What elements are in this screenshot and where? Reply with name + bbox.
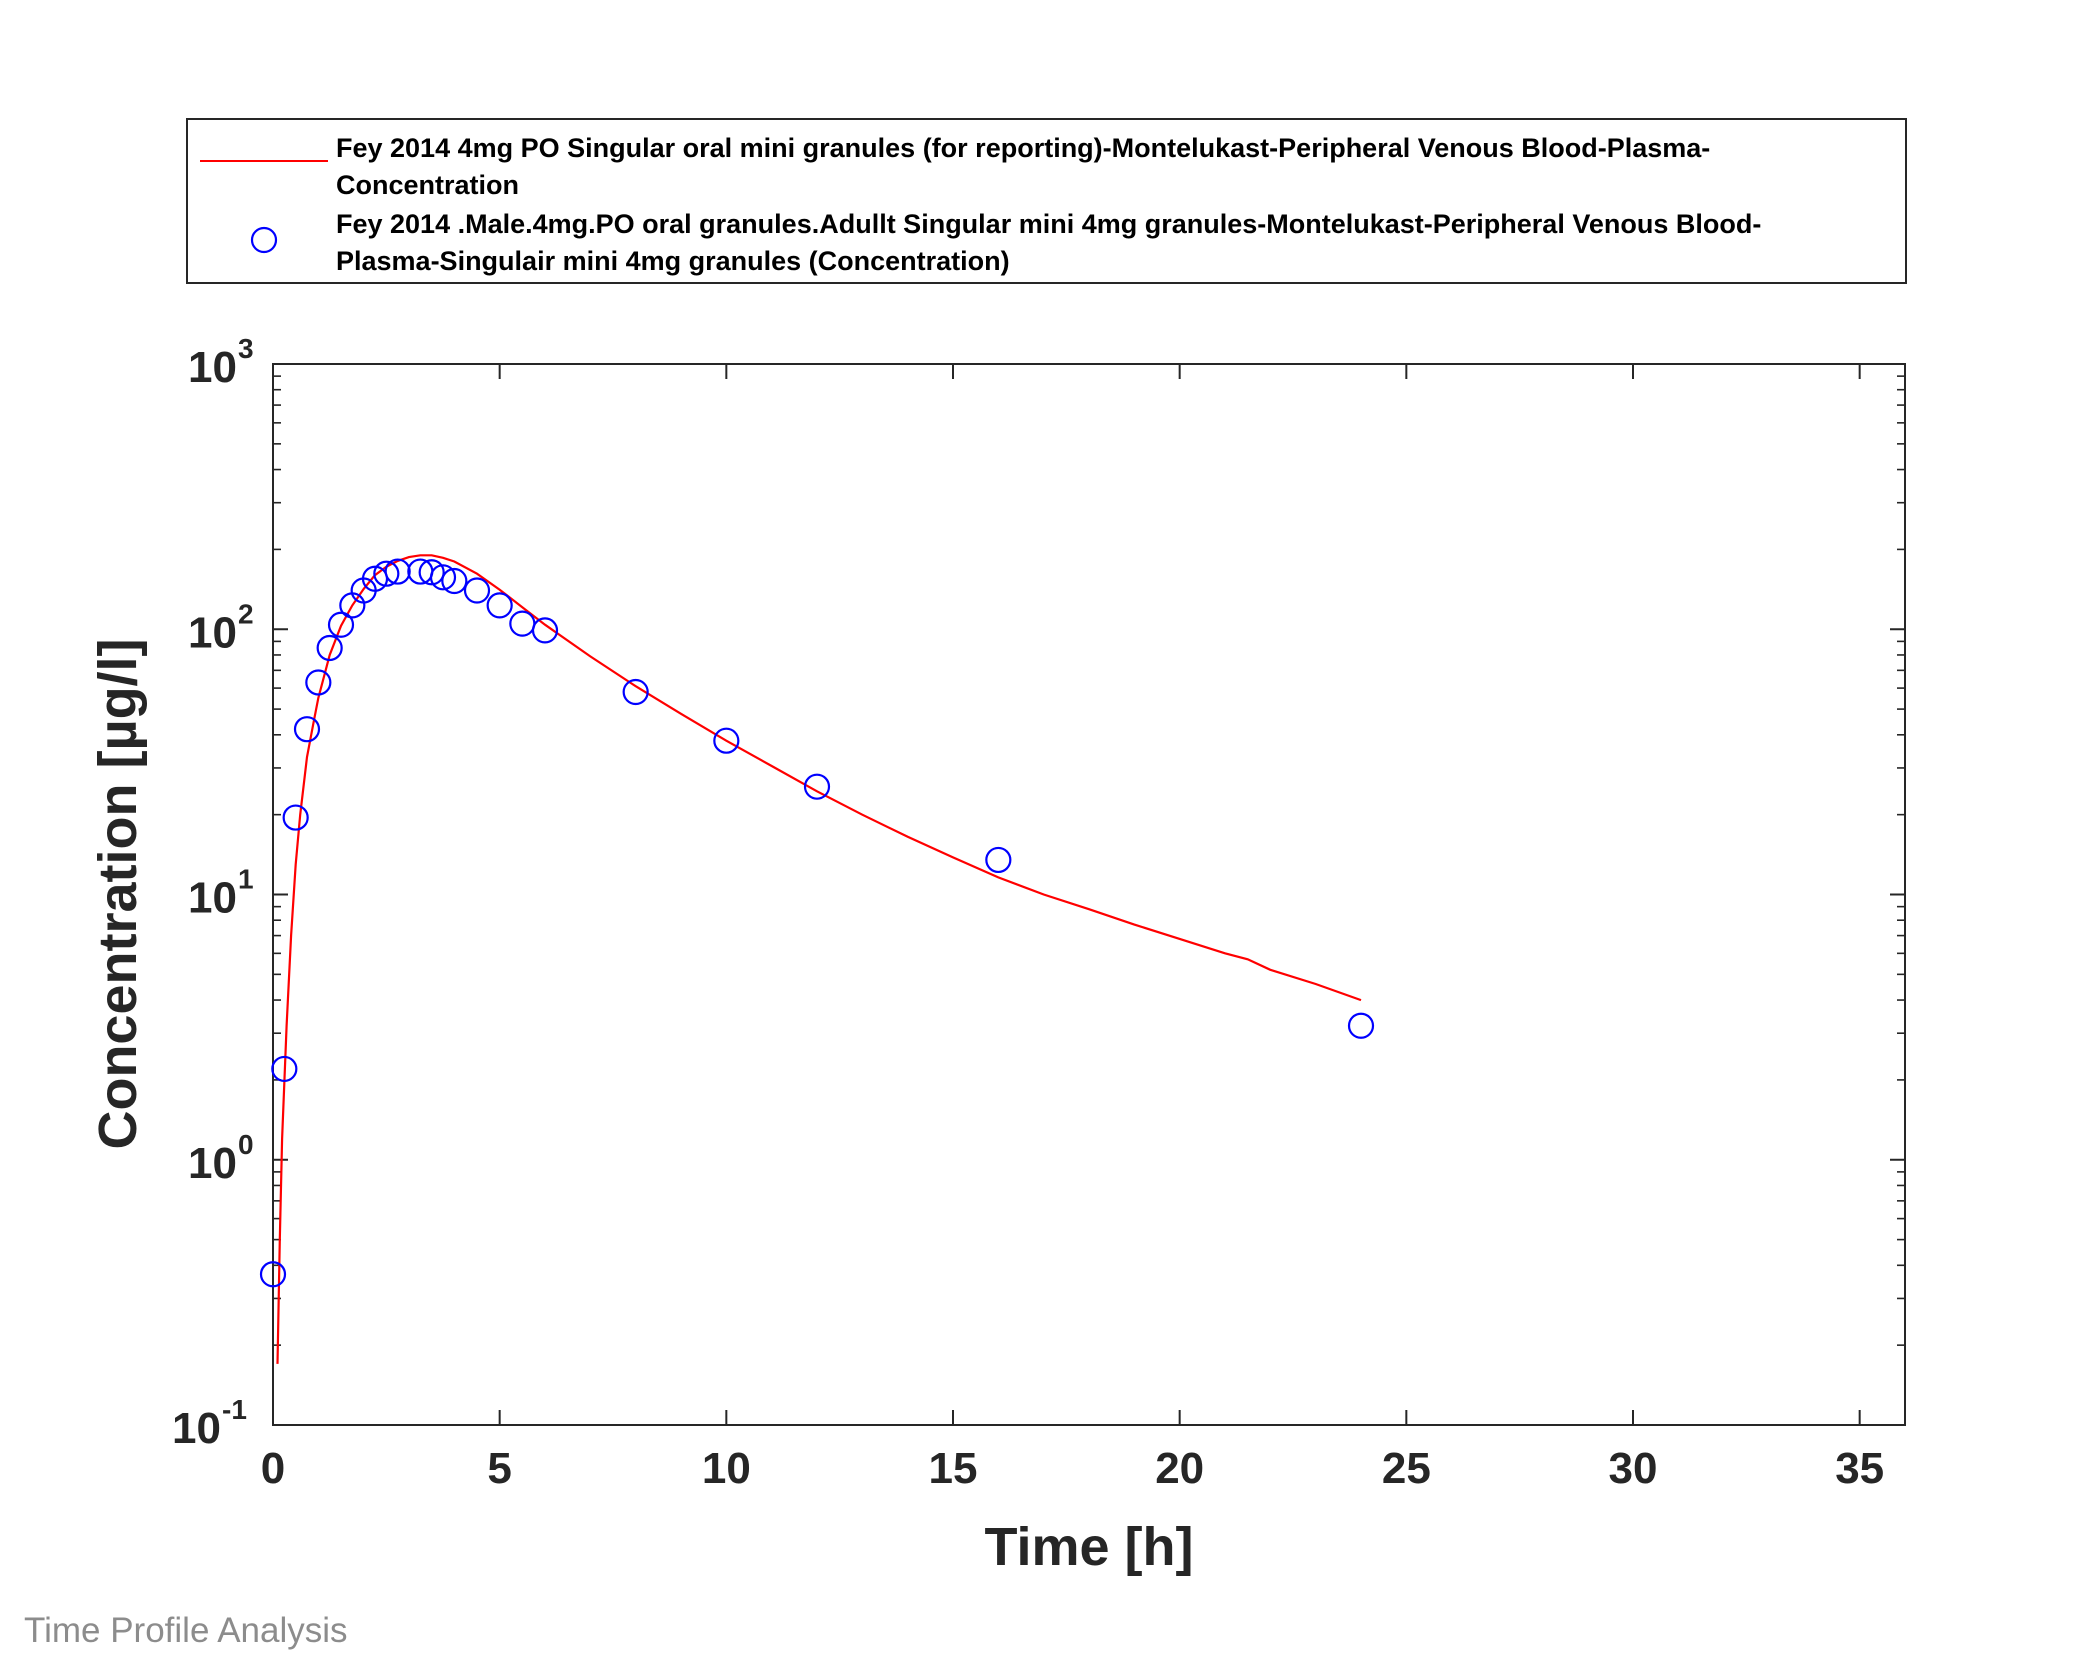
y-tick-label-exponent: 0 [238, 1129, 254, 1160]
legend: Fey 2014 4mg PO Singular oral mini granu… [186, 118, 1907, 284]
data-point-observed [327, 611, 355, 638]
data-point-observed [305, 669, 332, 696]
series-line-simulation [276, 554, 1362, 1364]
data-point-observed [486, 592, 513, 619]
legend-box [186, 118, 1907, 284]
x-tick-label: 15 [929, 1444, 978, 1493]
data-point-observed [418, 559, 445, 586]
y-tick-label-exponent: 3 [238, 333, 254, 364]
data-point-observed [1347, 1012, 1375, 1039]
data-point-observed [293, 716, 321, 743]
legend-marker-swatch [250, 226, 278, 254]
legend-label-markers-2: Plasma-Singulair mini 4mg granules (Conc… [336, 246, 1010, 276]
data-point-observed [282, 804, 309, 831]
legend-label-line-1: Fey 2014 4mg PO Singular oral mini granu… [336, 133, 1710, 163]
data-point-observed [316, 634, 343, 662]
y-tick-label-exponent: 1 [238, 864, 254, 895]
y-tick-label-exponent: 2 [238, 598, 254, 629]
x-tick-label: 0 [261, 1444, 285, 1493]
data-point-observed [985, 846, 1012, 874]
y-tick-label-base: 10 [172, 1404, 221, 1453]
y-tick-label-base: 10 [188, 608, 237, 657]
x-tick-label: 10 [702, 1444, 751, 1493]
y-tick-label-base: 10 [188, 874, 237, 923]
legend-label-markers-1: Fey 2014 .Male.4mg.PO oral granules.Adul… [336, 209, 1761, 239]
y-tick-label-base: 10 [188, 343, 237, 392]
x-tick-label: 35 [1835, 1444, 1884, 1493]
data-point-observed [803, 773, 831, 800]
series-layer [259, 554, 1375, 1364]
x-tick-label: 20 [1155, 1444, 1204, 1493]
x-tick-label: 30 [1609, 1444, 1658, 1493]
plot-area [272, 363, 1906, 1426]
legend-label-line-2: Concentration [336, 170, 519, 200]
data-point-observed [713, 727, 740, 754]
data-point-observed [384, 558, 411, 585]
axis-ticks [272, 363, 1905, 1426]
y-axis-title: Concentration [µg/l] [88, 638, 148, 1149]
data-point-observed [373, 560, 400, 587]
x-tick-label: 5 [487, 1444, 511, 1493]
data-point-observed [463, 577, 491, 604]
data-point-observed [622, 678, 649, 706]
y-tick-label-base: 10 [188, 1139, 237, 1188]
data-point-observed [259, 1261, 287, 1288]
data-point-observed [441, 567, 468, 595]
data-point-observed [271, 1055, 298, 1083]
x-tick-label: 25 [1382, 1444, 1431, 1493]
data-point-observed [531, 617, 559, 644]
footer-caption: Time Profile Analysis [24, 1611, 348, 1650]
x-axis-title: Time [h] [984, 1517, 1193, 1577]
y-tick-label-exponent: -1 [222, 1394, 247, 1425]
data-point-observed [429, 564, 457, 591]
